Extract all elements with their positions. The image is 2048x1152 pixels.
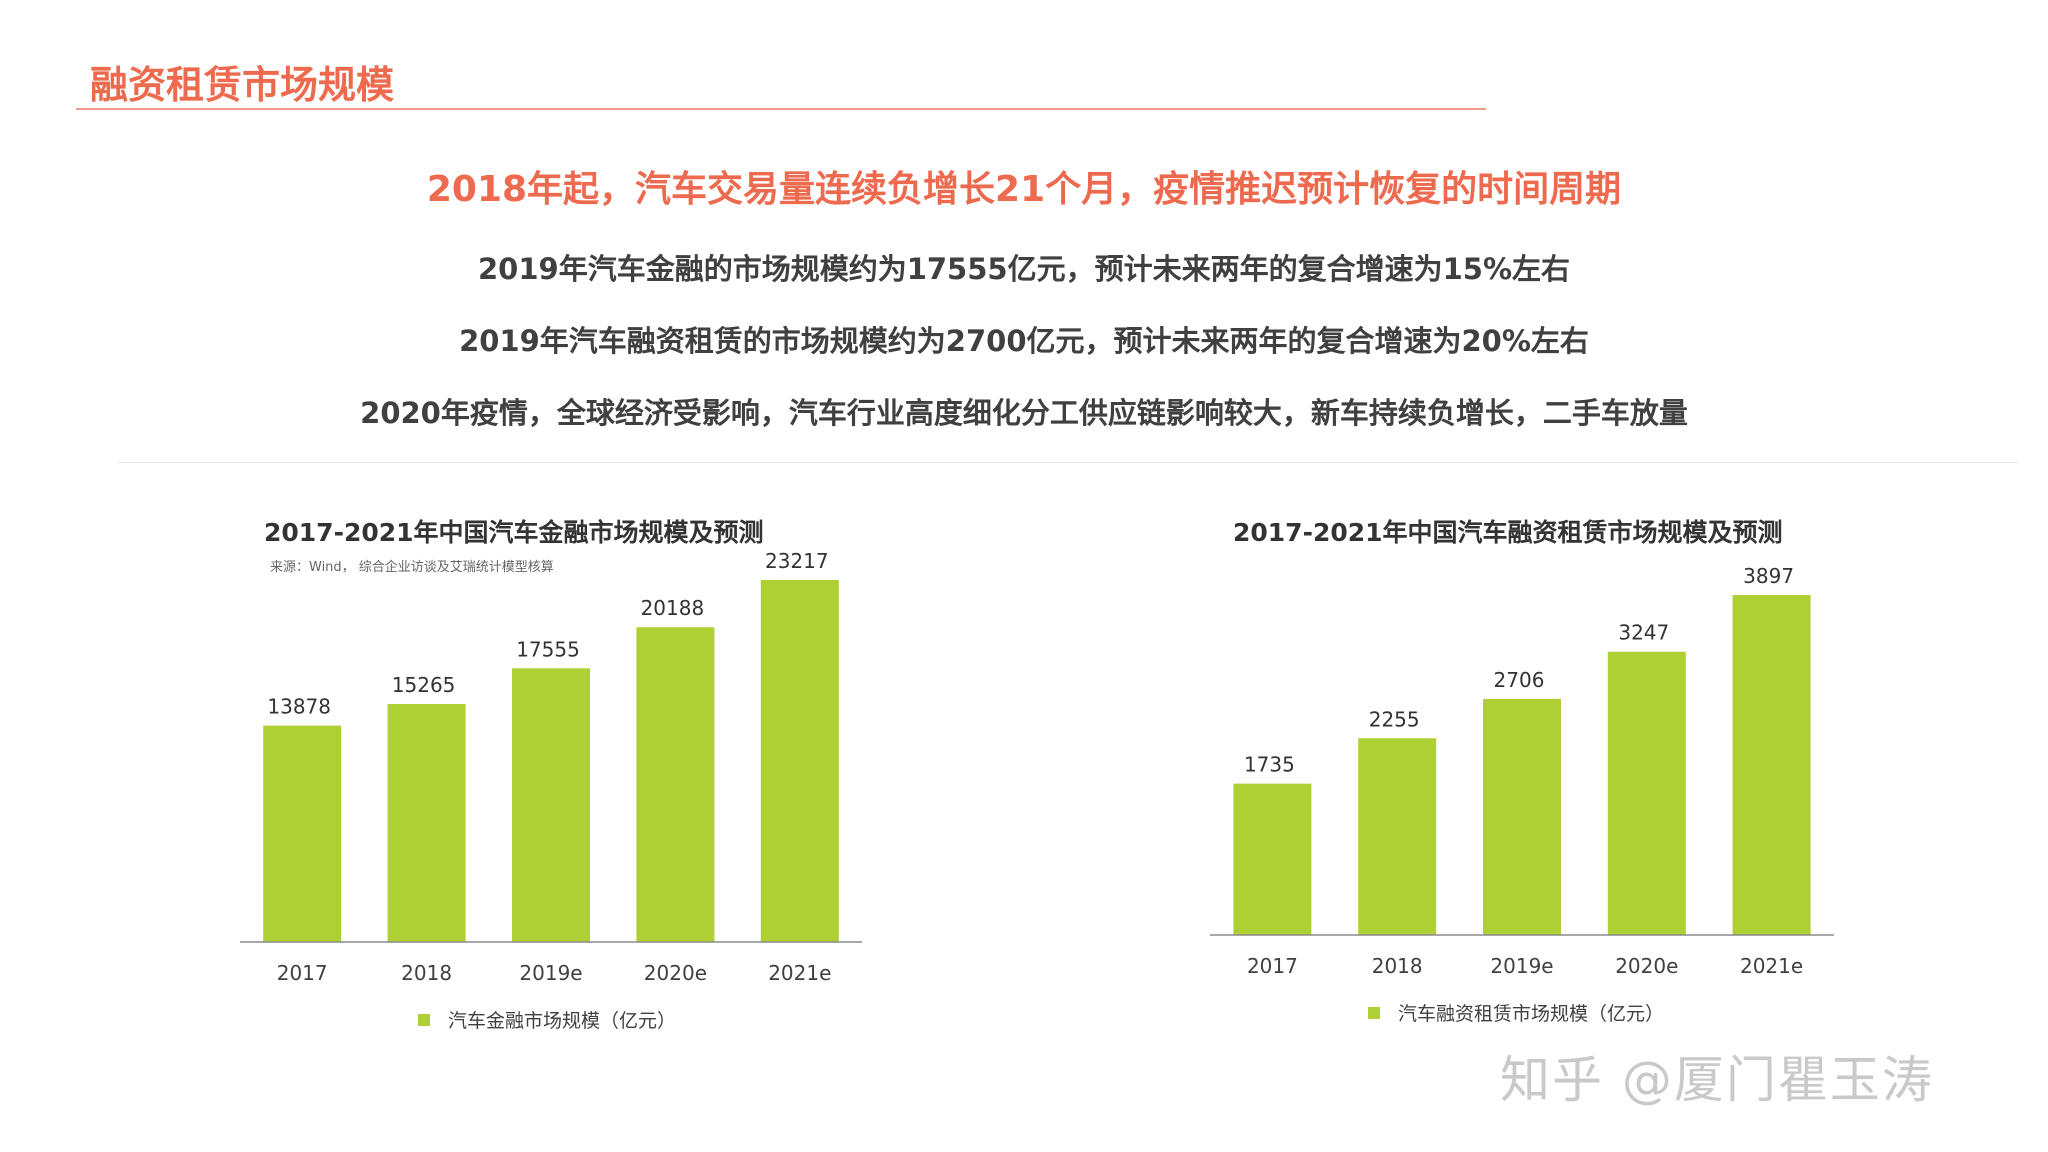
bar: [1483, 698, 1561, 935]
x-tick-label: 2018: [1372, 954, 1423, 978]
chart-1-legend-label: 汽车金融市场规模（亿元）: [448, 1010, 677, 1032]
bar: [1358, 738, 1437, 935]
bar: [1233, 783, 1312, 935]
x-tick-label: 2020e: [1615, 954, 1678, 978]
bar: [263, 725, 342, 942]
chart-1-title: 2017-2021年中国汽车金融市场规模及预测: [264, 518, 764, 547]
chart-2: 1735 2017 2255 2018 2706 2019e 3247 2020e 3897 20…: [1200, 540, 1860, 1000]
section-divider: [118, 462, 2018, 463]
title-divider: [76, 108, 1486, 110]
data-label: 15265: [392, 673, 456, 697]
chart-1: 13878 2017 15265 2018 17555 2019e 20188 2020e 23…: [230, 540, 890, 1000]
x-tick-label: 2017: [1247, 954, 1298, 978]
summary-line-3: 2020年疫情，全球经济受影响，汽车行业高度细化分工供应链影响较大，新车持续负增…: [360, 396, 1688, 430]
bar: [1732, 595, 1811, 935]
data-label: 20188: [641, 596, 705, 620]
x-tick-label: 2018: [401, 961, 452, 985]
bar: [636, 627, 715, 942]
data-label: 3897: [1743, 564, 1794, 588]
data-label: 2706: [1494, 668, 1545, 692]
legend-swatch: [418, 1013, 430, 1026]
bar: [512, 668, 590, 942]
chart-2-title: 2017-2021年中国汽车融资租赁市场规模及预测: [1233, 518, 1783, 547]
chart-1-legend: 汽车金融市场规模（亿元）: [418, 1006, 676, 1033]
data-label: 3247: [1618, 621, 1669, 645]
x-tick-label: 2019e: [519, 961, 582, 985]
chart-1-source: 来源：Wind， 综合企业访谈及艾瑞统计模型核算: [270, 560, 554, 575]
legend-swatch: [1368, 1006, 1380, 1019]
data-label: 2255: [1369, 707, 1420, 731]
watermark: 知乎 @厦门瞿玉涛: [1500, 1051, 1934, 1109]
x-tick-label: 2017: [277, 961, 328, 985]
chart-svg: 13878 2017 15265 2018 17555 2019e 20188 2020e 23…: [240, 549, 862, 985]
data-label: 1735: [1244, 753, 1295, 777]
bar: [1607, 651, 1686, 935]
summary-line-2: 2019年汽车融资租赁的市场规模约为2700亿元，预计未来两年的复合增速为20%…: [459, 324, 1589, 358]
chart-svg: 1735 2017 2255 2018 2706 2019e 3247 2020e 3897 20…: [1210, 564, 1834, 978]
bar: [760, 580, 839, 942]
data-label: 23217: [765, 549, 829, 573]
x-tick-label: 2020e: [644, 961, 707, 985]
chart-2-legend: 汽车融资租赁市场规模（亿元）: [1368, 999, 1664, 1026]
x-tick-label: 2021e: [768, 961, 831, 985]
x-tick-label: 2019e: [1490, 954, 1553, 978]
data-label: 13878: [267, 695, 331, 719]
bar: [387, 703, 466, 942]
page-title: 融资租赁市场规模: [90, 63, 395, 107]
summary-line-1: 2019年汽车金融的市场规模约为17555亿元，预计未来两年的复合增速为15%左…: [477, 252, 1571, 286]
x-tick-label: 2021e: [1740, 954, 1803, 978]
chart-2-legend-label: 汽车融资租赁市场规模（亿元）: [1398, 1003, 1665, 1025]
data-label: 17555: [516, 637, 580, 661]
headline: 2018年起，汽车交易量连续负增长21个月，疫情推迟预计恢复的时间周期: [426, 169, 1622, 210]
